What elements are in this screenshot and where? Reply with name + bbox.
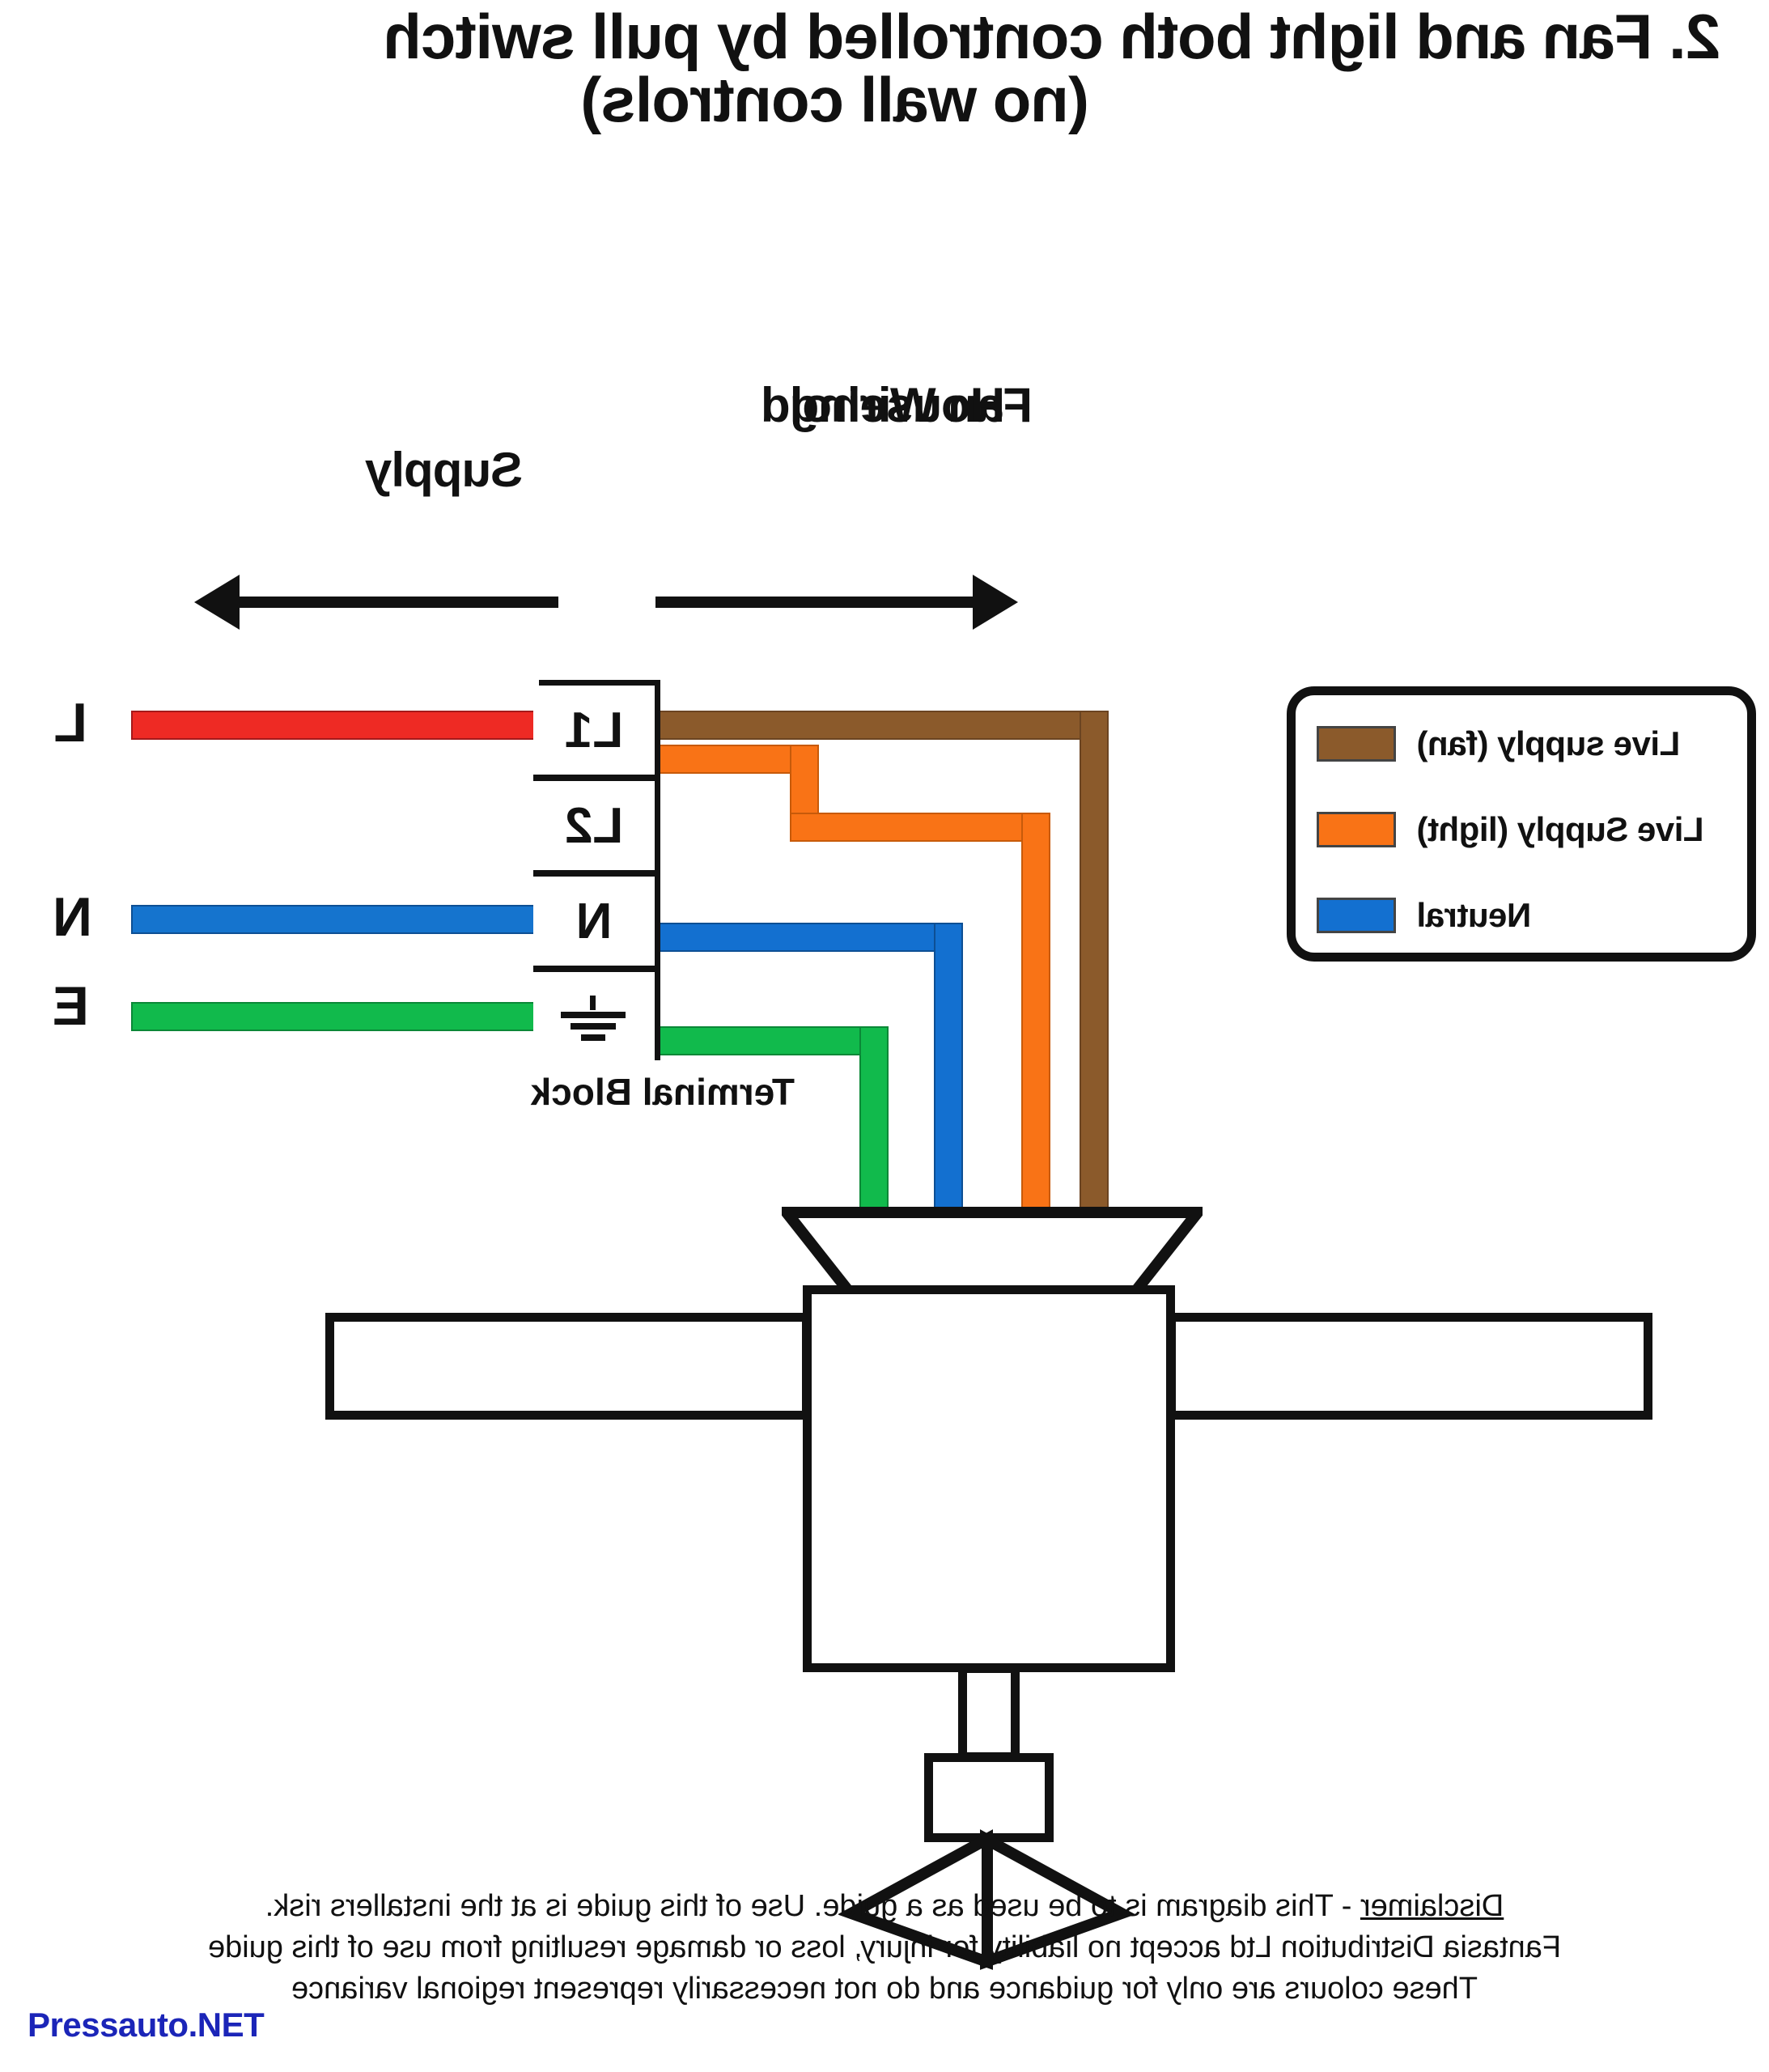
supply-live-rail <box>131 711 542 740</box>
live-light-wire-vertical <box>1021 813 1050 1211</box>
legend-swatch-live-fan <box>1317 726 1396 762</box>
legend-label-neutral: Neutral <box>1417 896 1532 934</box>
fan-blade-right <box>325 1313 811 1420</box>
terminal-cell-l2-label: L2 <box>564 797 624 854</box>
terminal-cell-l1-label: L1 <box>564 702 624 758</box>
fan-blade-left <box>1167 1313 1652 1420</box>
terminal-cell-n: N <box>533 877 655 972</box>
disclaimer-line-3: These colours are only for guidance and … <box>291 1971 1478 2006</box>
page-title-line-2: (no wall controls) <box>581 64 1089 135</box>
supply-label-e: E <box>52 975 89 1037</box>
neutral-wire-vertical <box>934 923 963 1211</box>
arrow-left-icon <box>655 575 1018 630</box>
disclaimer: Disclaimer - This diagram is to be used … <box>0 1886 1769 2010</box>
supply-label-l: L <box>53 692 87 754</box>
legend-item-neutral: Neutral <box>1317 896 1531 935</box>
watermark-pressauto: Pressauto.NET <box>28 2006 265 2044</box>
fan-motor-housing <box>803 1285 1175 1672</box>
disclaimer-line-1-rest: - This diagram is to be used as a guide.… <box>265 1889 1360 1923</box>
live-fan-wire-vertical <box>1080 711 1109 1211</box>
disclaimer-line-2: Fantasia Distribution Ltd accept no liab… <box>207 1930 1562 1964</box>
neutral-wire-horizontal <box>651 923 963 952</box>
pull-chain-light <box>838 1829 993 1970</box>
terminal-block-label: Terminal Block <box>530 1071 795 1113</box>
terminal-cell-earth <box>533 972 655 1067</box>
terminal-block: L1 L2 N <box>533 680 660 1067</box>
earth-wire-horizontal <box>651 1026 889 1055</box>
arrow-right-icon <box>194 575 558 630</box>
legend-label-live-light: Live Supply (light) <box>1417 810 1704 848</box>
legend-swatch-live-light <box>1317 812 1396 847</box>
earth-wire-vertical <box>859 1026 889 1211</box>
legend-box: Live supply (fan) Live Supply (light) Ne… <box>1287 686 1756 962</box>
section-label-supply: Supply <box>365 443 523 497</box>
fan-downrod <box>958 1664 1020 1761</box>
section-label-household: Household <box>761 378 1005 432</box>
supply-label-n: N <box>52 886 92 948</box>
live-fan-wire-horizontal <box>651 711 1109 740</box>
terminal-cell-n-label: N <box>575 893 613 949</box>
supply-neutral-rail <box>131 905 542 934</box>
legend-label-live-fan: Live supply (fan) <box>1417 724 1681 762</box>
disclaimer-line-1: Disclaimer - This diagram is to be used … <box>0 1886 1769 1927</box>
legend-swatch-neutral <box>1317 898 1396 933</box>
disclaimer-label: Disclaimer <box>1360 1889 1504 1923</box>
terminal-cell-l2: L2 <box>533 781 655 877</box>
terminal-cell-l1: L1 <box>533 686 655 781</box>
supply-earth-rail <box>131 1002 542 1031</box>
legend-item-live-light: Live Supply (light) <box>1317 810 1704 849</box>
legend-item-live-fan: Live supply (fan) <box>1317 724 1680 763</box>
live-light-wire-mid-segment <box>790 813 1050 842</box>
earth-ground-icon <box>558 995 630 1044</box>
